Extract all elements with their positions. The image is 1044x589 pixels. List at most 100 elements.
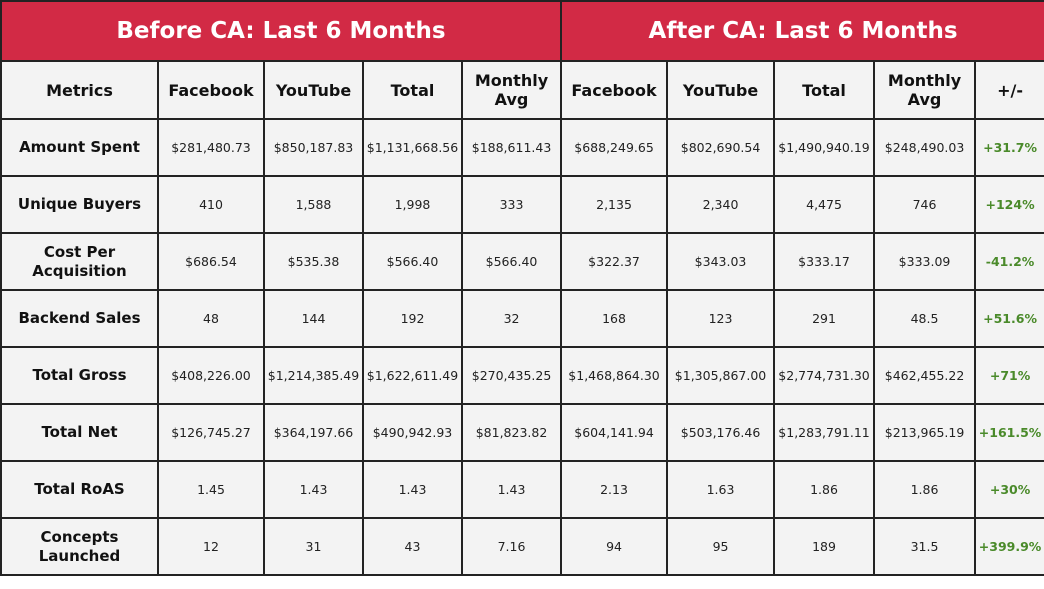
- cell-before-youtube: 144: [263, 289, 364, 348]
- column-header-metrics: Metrics: [0, 60, 159, 120]
- cell-before-facebook: $408,226.00: [157, 346, 265, 405]
- metric-label: Total Gross: [0, 346, 159, 405]
- column-header-before-total: Total: [362, 60, 463, 120]
- cell-before-total: 1.43: [362, 460, 463, 519]
- cell-after-facebook: $1,468,864.30: [560, 346, 669, 405]
- change-value: +71%: [974, 346, 1044, 405]
- cell-before-total: $1,622,611.49: [362, 346, 463, 405]
- change-value: -41.2%: [974, 232, 1044, 291]
- cell-after-monthly-avg: 746: [873, 175, 977, 234]
- cell-before-facebook: 12: [157, 517, 265, 576]
- cell-after-total: 1.86: [773, 460, 876, 519]
- cell-before-total: $1,131,668.56: [362, 118, 463, 177]
- cell-before-facebook: 48: [157, 289, 265, 348]
- column-header-before-monthly-avg: Monthly Avg: [460, 60, 563, 120]
- cell-after-total: $333.17: [773, 232, 876, 291]
- metric-label: Unique Buyers: [0, 175, 159, 234]
- cell-before-monthly-avg: $188,611.43: [460, 118, 563, 177]
- change-value: +30%: [974, 460, 1044, 519]
- cell-after-facebook: 2.13: [560, 460, 669, 519]
- table-row: Backend Sales 48 144 192 32 168 123 291 48.5 +51.…: [0, 289, 1044, 348]
- table-row: Total RoAS 1.45 1.43 1.43 1.43 2.13 1.63 1.86 1.…: [0, 460, 1044, 519]
- change-value: +161.5%: [974, 403, 1044, 462]
- change-value: +399.9%: [974, 517, 1044, 576]
- cell-after-monthly-avg: $333.09: [873, 232, 977, 291]
- cell-after-monthly-avg: 48.5: [873, 289, 977, 348]
- cell-after-total: 4,475: [773, 175, 876, 234]
- cell-after-total: 291: [773, 289, 876, 348]
- cell-before-facebook: 410: [157, 175, 265, 234]
- table-row: Unique Buyers 410 1,588 1,998 333 2,135 2,340 4…: [0, 175, 1044, 234]
- cell-before-monthly-avg: $270,435.25: [460, 346, 563, 405]
- cell-before-monthly-avg: $81,823.82: [460, 403, 563, 462]
- before-ca-title: Before CA: Last 6 Months: [0, 0, 563, 62]
- metric-label: Total Net: [0, 403, 159, 462]
- cell-before-monthly-avg: 7.16: [460, 517, 563, 576]
- comparison-table: Before CA: Last 6 Months After CA: Last …: [0, 0, 1044, 576]
- change-value: +124%: [974, 175, 1044, 234]
- cell-before-facebook: 1.45: [157, 460, 265, 519]
- cell-after-total: 189: [773, 517, 876, 576]
- table-row: Cost Per Acquisition $686.54 $535.38 $566.4…: [0, 232, 1044, 291]
- column-header-change: +/-: [974, 60, 1044, 120]
- cell-before-youtube: $535.38: [263, 232, 364, 291]
- cell-after-youtube: 1.63: [666, 460, 776, 519]
- cell-before-youtube: 1,588: [263, 175, 364, 234]
- cell-after-youtube: $1,305,867.00: [666, 346, 776, 405]
- cell-before-youtube: $1,214,385.49: [263, 346, 364, 405]
- cell-before-total: $490,942.93: [362, 403, 463, 462]
- cell-before-total: 43: [362, 517, 463, 576]
- cell-after-monthly-avg: $248,490.03: [873, 118, 977, 177]
- cell-after-monthly-avg: $213,965.19: [873, 403, 977, 462]
- cell-before-total: 1,998: [362, 175, 463, 234]
- table-row: Amount Spent $281,480.73 $850,187.83 $1,131…: [0, 118, 1044, 177]
- column-header-row: Metrics Facebook YouTube Total Monthly Avg Fa…: [0, 60, 1044, 120]
- cell-before-total: $566.40: [362, 232, 463, 291]
- cell-after-youtube: $503,176.46: [666, 403, 776, 462]
- cell-after-facebook: $604,141.94: [560, 403, 669, 462]
- cell-after-facebook: $322.37: [560, 232, 669, 291]
- after-ca-title: After CA: Last 6 Months: [560, 0, 1044, 62]
- column-header-after-monthly-avg: Monthly Avg: [873, 60, 977, 120]
- cell-after-youtube: 2,340: [666, 175, 776, 234]
- cell-before-facebook: $126,745.27: [157, 403, 265, 462]
- table-row: Concepts Launched 12 31 43 7.16 94 95 189 31.5 +3…: [0, 517, 1044, 576]
- cell-after-monthly-avg: 31.5: [873, 517, 977, 576]
- cell-before-facebook: $686.54: [157, 232, 265, 291]
- cell-before-facebook: $281,480.73: [157, 118, 265, 177]
- cell-after-youtube: 123: [666, 289, 776, 348]
- cell-before-total: 192: [362, 289, 463, 348]
- metric-label: Backend Sales: [0, 289, 159, 348]
- cell-before-monthly-avg: $566.40: [460, 232, 563, 291]
- cell-after-youtube: $343.03: [666, 232, 776, 291]
- change-value: +31.7%: [974, 118, 1044, 177]
- column-header-after-total: Total: [773, 60, 876, 120]
- cell-after-monthly-avg: $462,455.22: [873, 346, 977, 405]
- cell-after-youtube: 95: [666, 517, 776, 576]
- metric-label: Concepts Launched: [0, 517, 159, 576]
- column-header-after-youtube: YouTube: [666, 60, 776, 120]
- cell-before-youtube: $850,187.83: [263, 118, 364, 177]
- column-header-before-facebook: Facebook: [157, 60, 265, 120]
- cell-before-youtube: $364,197.66: [263, 403, 364, 462]
- table-row: Total Net $126,745.27 $364,197.66 $490,942.…: [0, 403, 1044, 462]
- column-header-before-youtube: YouTube: [263, 60, 364, 120]
- cell-before-monthly-avg: 333: [460, 175, 563, 234]
- metric-label: Total RoAS: [0, 460, 159, 519]
- cell-after-total: $1,490,940.19: [773, 118, 876, 177]
- column-header-after-facebook: Facebook: [560, 60, 669, 120]
- cell-after-facebook: $688,249.65: [560, 118, 669, 177]
- cell-after-youtube: $802,690.54: [666, 118, 776, 177]
- cell-before-monthly-avg: 1.43: [460, 460, 563, 519]
- cell-after-facebook: 168: [560, 289, 669, 348]
- cell-before-monthly-avg: 32: [460, 289, 563, 348]
- metric-label: Cost Per Acquisition: [0, 232, 159, 291]
- table-row: Total Gross $408,226.00 $1,214,385.49 $1,62…: [0, 346, 1044, 405]
- cell-after-facebook: 94: [560, 517, 669, 576]
- cell-after-total: $2,774,731.30: [773, 346, 876, 405]
- cell-before-youtube: 1.43: [263, 460, 364, 519]
- cell-after-total: $1,283,791.11: [773, 403, 876, 462]
- metric-label: Amount Spent: [0, 118, 159, 177]
- cell-after-facebook: 2,135: [560, 175, 669, 234]
- cell-before-youtube: 31: [263, 517, 364, 576]
